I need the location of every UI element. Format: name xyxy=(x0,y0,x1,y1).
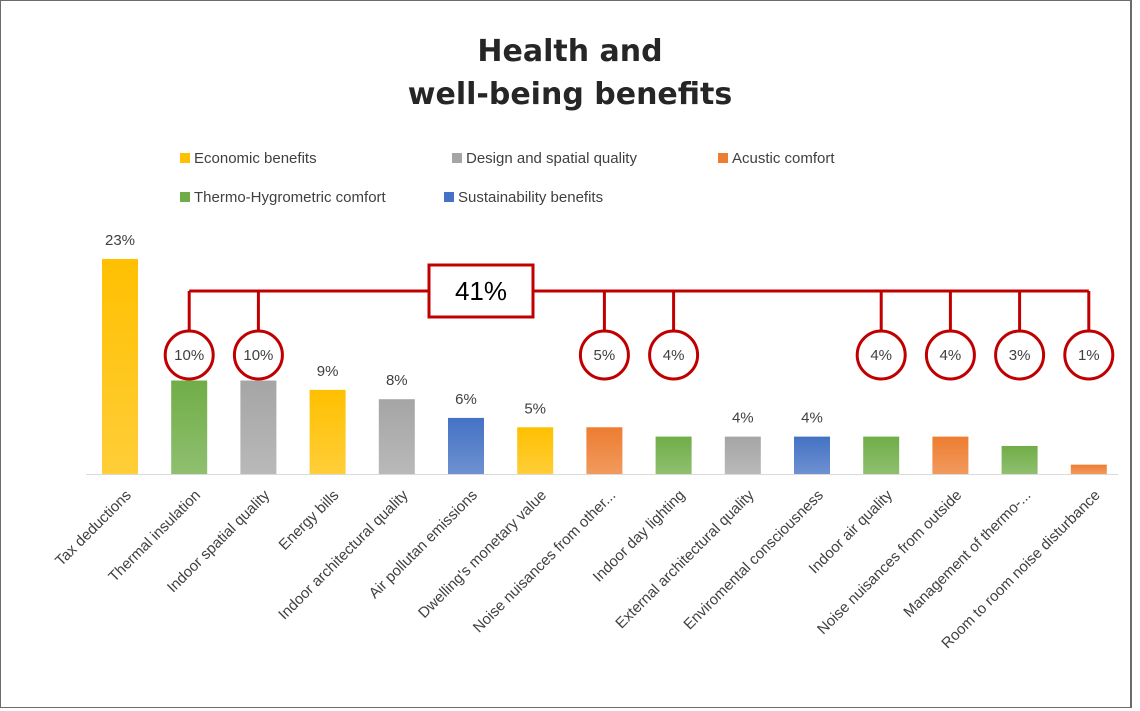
bracket-label: 41% xyxy=(455,276,507,306)
bar xyxy=(102,259,138,474)
data-label: 4% xyxy=(870,347,892,364)
data-label: 6% xyxy=(455,391,477,408)
legend-swatch xyxy=(452,153,462,163)
highlight-circle xyxy=(232,329,284,381)
bar xyxy=(378,399,415,474)
highlight-circle xyxy=(924,329,976,381)
legend-label: Economic benefits xyxy=(194,150,317,167)
legend-swatch xyxy=(718,153,728,163)
bar xyxy=(1001,445,1038,474)
bar xyxy=(655,436,692,474)
highlight-circle xyxy=(1063,329,1115,381)
data-label: 8% xyxy=(386,372,408,389)
legend-item-thermo: Thermo-Hygrometric comfort xyxy=(180,189,386,206)
bracket-label-box xyxy=(427,263,535,319)
category-label: Energy bills xyxy=(276,487,343,554)
legend-item-design: Design and spatial quality xyxy=(452,150,637,167)
category-label: Noise nuisances from other... xyxy=(470,487,619,636)
bar xyxy=(240,380,277,474)
highlight-circle xyxy=(855,329,907,381)
bar xyxy=(517,427,554,474)
data-label: 10% xyxy=(243,347,273,364)
data-label: 23% xyxy=(105,232,135,249)
category-label: Enviromental consciousness xyxy=(680,487,826,633)
data-label: 5% xyxy=(524,400,546,417)
bar xyxy=(794,436,830,474)
bar xyxy=(309,389,346,474)
category-label: Indoor architectural quality xyxy=(275,486,412,623)
legend-label: Sustainability benefits xyxy=(458,189,604,206)
legend-label: Thermo-Hygrometric comfort xyxy=(194,189,386,206)
data-label: 10% xyxy=(174,347,204,364)
category-label: External architectural quality xyxy=(612,486,758,632)
highlight-circle xyxy=(578,329,630,381)
bar xyxy=(724,436,761,474)
data-label: 1% xyxy=(1078,347,1100,364)
bar xyxy=(932,436,969,474)
data-label: 9% xyxy=(317,363,339,380)
data-label: 3% xyxy=(1009,347,1031,364)
title-line-1: Health and xyxy=(477,34,663,69)
category-label: Noise nuisances from outside xyxy=(814,487,965,638)
data-label: 4% xyxy=(732,410,754,427)
legend-swatch xyxy=(180,192,190,202)
data-label: 4% xyxy=(663,347,685,364)
data-label: 4% xyxy=(940,347,962,364)
highlight-circle xyxy=(163,329,215,381)
bar xyxy=(586,427,623,474)
legend-swatch xyxy=(180,153,190,163)
bar xyxy=(448,417,484,474)
category-label: Dwelling's monetary value xyxy=(415,487,550,622)
legend-item-economic: Economic benefits xyxy=(180,150,317,167)
legend-label: Design and spatial quality xyxy=(466,150,637,167)
data-label: 4% xyxy=(801,410,823,427)
category-label: Management of thermo-... xyxy=(900,487,1034,621)
legend-item-sustainability: Sustainability benefits xyxy=(444,189,603,206)
bar xyxy=(863,436,900,474)
legend-swatch xyxy=(444,192,454,202)
data-label: 5% xyxy=(594,347,616,364)
legend-label: Acustic comfort xyxy=(732,150,835,167)
highlight-circle xyxy=(994,329,1046,381)
bar xyxy=(171,380,208,474)
bar xyxy=(1070,464,1107,474)
title-line-2: well-being benefits xyxy=(407,77,733,112)
chart-title: Health and well-being benefits xyxy=(0,30,1140,116)
highlight-circle xyxy=(648,329,700,381)
legend-item-acoustic: Acustic comfort xyxy=(718,150,835,167)
